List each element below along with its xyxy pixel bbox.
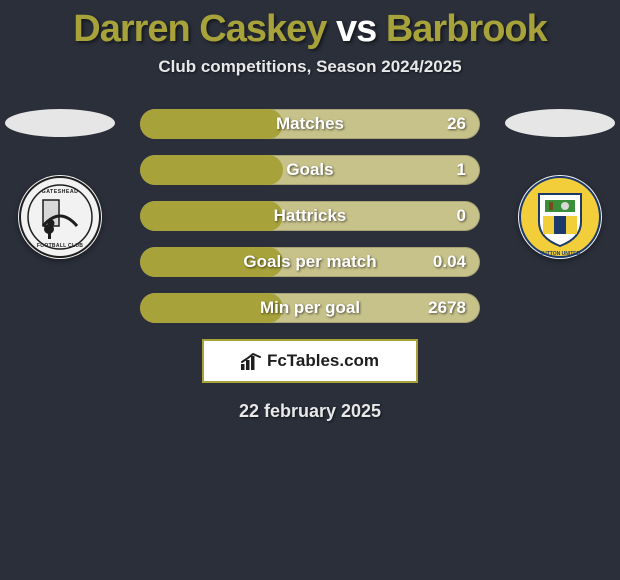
stat-value: 0.04 xyxy=(433,247,466,277)
svg-text:FOOTBALL CLUB: FOOTBALL CLUB xyxy=(37,243,83,249)
stat-label: Hattricks xyxy=(140,201,480,231)
player2-oval xyxy=(505,109,615,137)
content-area: GATESHEAD FOOTBALL CLUB SUTTON UNITED Ma… xyxy=(0,109,620,422)
stat-label: Goals xyxy=(140,155,480,185)
fctables-logo-icon xyxy=(241,352,261,370)
stat-bars: Matches26 Goals1 Hattricks0 Goals per match… xyxy=(140,109,480,323)
stat-value: 26 xyxy=(447,109,466,139)
stat-value: 0 xyxy=(457,201,466,231)
snapshot-date: 22 february 2025 xyxy=(0,401,620,422)
stat-bar: Goals per match0.04 xyxy=(140,247,480,277)
brand-text: FcTables.com xyxy=(267,351,379,371)
vs-text: vs xyxy=(336,8,376,50)
comparison-title: Darren Caskey vs Barbrook xyxy=(0,0,620,51)
stat-label: Goals per match xyxy=(140,247,480,277)
stat-bar: Hattricks0 xyxy=(140,201,480,231)
stat-bar: Goals1 xyxy=(140,155,480,185)
gateshead-crest-icon: GATESHEAD FOOTBALL CLUB xyxy=(19,176,101,258)
stat-label: Matches xyxy=(140,109,480,139)
stat-value: 1 xyxy=(457,155,466,185)
svg-text:SUTTON UNITED: SUTTON UNITED xyxy=(540,251,581,257)
player1-oval xyxy=(5,109,115,137)
club-crest-right: SUTTON UNITED xyxy=(518,175,602,259)
stat-bar: Matches26 xyxy=(140,109,480,139)
season-subtitle: Club competitions, Season 2024/2025 xyxy=(0,57,620,77)
club-crest-left: GATESHEAD FOOTBALL CLUB xyxy=(18,175,102,259)
brand-box[interactable]: FcTables.com xyxy=(202,339,418,383)
stat-bar: Min per goal2678 xyxy=(140,293,480,323)
svg-text:GATESHEAD: GATESHEAD xyxy=(42,189,79,195)
player2-name: Barbrook xyxy=(386,8,547,50)
player1-name: Darren Caskey xyxy=(73,8,326,50)
stat-value: 2678 xyxy=(428,293,466,323)
sutton-crest-icon: SUTTON UNITED xyxy=(519,176,601,258)
